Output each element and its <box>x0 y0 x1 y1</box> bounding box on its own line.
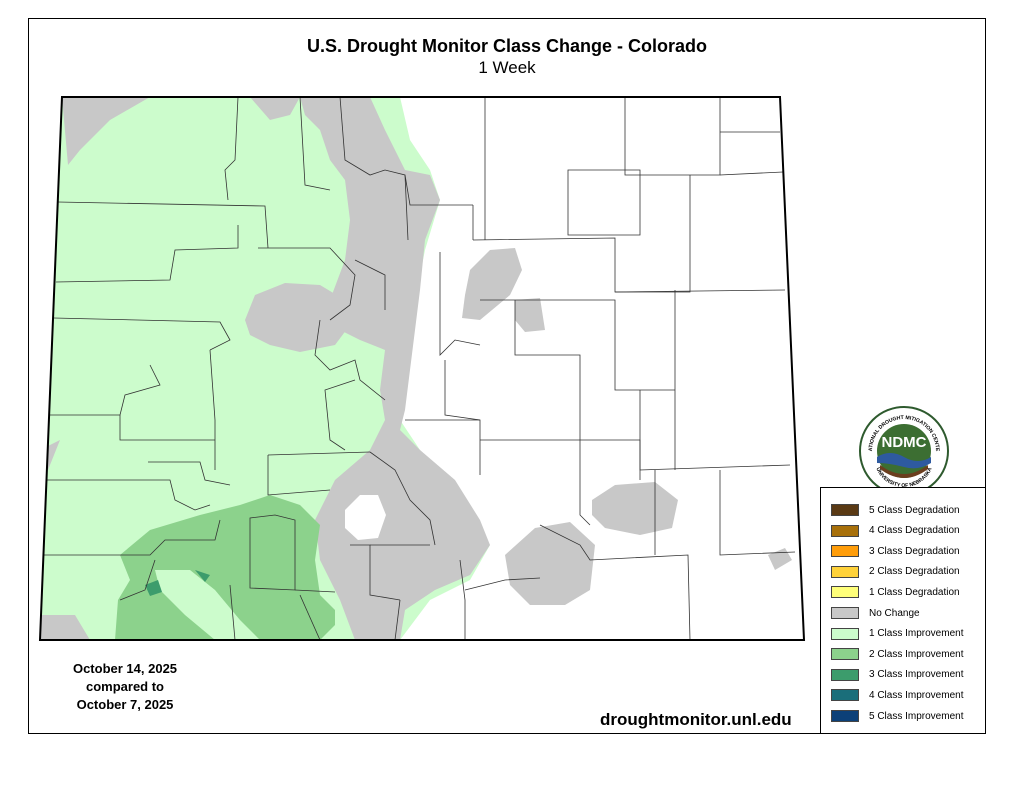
legend-label: 5 Class Improvement <box>869 710 964 722</box>
legend-swatch <box>831 565 859 578</box>
legend-item: 5 Class Degradation <box>831 503 960 517</box>
legend-item: 4 Class Improvement <box>831 688 963 702</box>
legend-item: 2 Class Degradation <box>831 565 960 579</box>
region-no-change-northwest <box>62 97 150 165</box>
logo-acronym: NDMC <box>882 434 927 451</box>
region-3-class-improvement-2 <box>195 570 210 582</box>
legend-swatch <box>831 524 859 537</box>
legend-label: 3 Class Degradation <box>869 545 960 557</box>
map-title: U.S. Drought Monitor Class Change - Colo… <box>307 36 707 56</box>
legend-item: 2 Class Improvement <box>831 647 963 661</box>
region-no-change-east-1 <box>462 248 522 320</box>
county-lines <box>44 96 796 641</box>
legend-item: 1 Class Degradation <box>831 585 960 599</box>
legend-item: 5 Class Improvement <box>831 709 963 723</box>
region-2-class-improvement <box>115 495 335 640</box>
legend-label: 5 Class Degradation <box>869 504 960 516</box>
website-link[interactable]: droughtmonitor.unl.edu <box>600 710 792 729</box>
legend-swatch <box>831 689 859 702</box>
region-3-class-improvement <box>145 580 162 596</box>
legend-swatch <box>831 648 859 661</box>
legend-label: 4 Class Degradation <box>869 525 960 537</box>
legend-label: 2 Class Improvement <box>869 648 964 660</box>
legend-item: 4 Class Degradation <box>831 524 960 538</box>
legend-label: 1 Class Degradation <box>869 586 960 598</box>
date-comparison: October 14, 2025 compared to October 7, … <box>40 660 210 714</box>
map-subtitle: 1 Week <box>478 58 536 77</box>
legend-item: 1 Class Improvement <box>831 627 963 641</box>
date-compared-to: compared to <box>85 679 164 694</box>
legend-swatch <box>831 545 859 558</box>
legend: 5 Class Degradation 4 Class Degradation 3 … <box>820 487 986 734</box>
legend-label: 1 Class Improvement <box>869 628 964 640</box>
date-current: October 14, 2025 <box>72 661 178 676</box>
legend-swatch <box>831 627 859 640</box>
legend-item: No Change <box>831 606 920 620</box>
map-frame <box>28 18 986 734</box>
legend-label: 2 Class Degradation <box>869 566 960 578</box>
legend-label: No Change <box>869 607 920 619</box>
legend-swatch <box>831 504 859 516</box>
logo-wave <box>877 453 931 469</box>
region-no-change-north <box>250 97 300 120</box>
region-no-change-southeast-3 <box>768 548 792 570</box>
legend-swatch <box>831 710 859 722</box>
legend-item: 3 Class Degradation <box>831 544 960 558</box>
date-previous: October 7, 2025 <box>76 697 174 712</box>
region-no-change-southwest-corner <box>40 615 90 640</box>
ndmc-logo: NDMC NATIONAL DROUGHT MITIGATION CENTER … <box>858 405 949 496</box>
legend-item: 3 Class Improvement <box>831 668 963 682</box>
legend-label: 3 Class Improvement <box>869 669 964 681</box>
state-outline <box>38 96 806 641</box>
legend-label: 4 Class Improvement <box>869 689 964 701</box>
legend-swatch <box>831 607 859 619</box>
region-no-change-west-central <box>245 283 350 352</box>
legend-swatch <box>831 586 859 599</box>
region-no-change-central <box>300 97 490 640</box>
region-no-change-east-2 <box>515 298 545 332</box>
region-no-change-southeast-2 <box>592 482 678 535</box>
region-unchanged-hole <box>345 495 386 540</box>
legend-swatch <box>831 668 859 681</box>
region-no-change-southeast-1 <box>505 522 595 605</box>
logo-soil <box>880 465 928 478</box>
